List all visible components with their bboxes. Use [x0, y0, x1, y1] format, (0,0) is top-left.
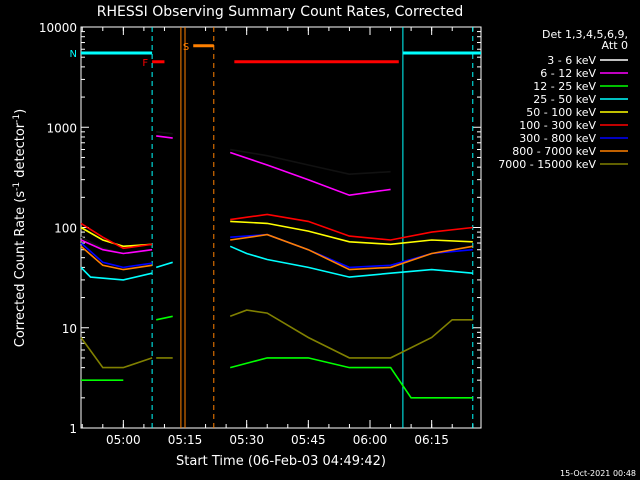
flag-label: S	[183, 42, 189, 53]
chart-title: RHESSI Observing Summary Count Rates, Co…	[97, 4, 463, 20]
legend-entry-label: 7000 - 15000 keV	[498, 158, 596, 171]
legend-entry-label: 6 - 12 keV	[540, 67, 596, 80]
y-axis-label-end: )	[13, 109, 28, 114]
y-tick-label: 1000	[46, 121, 77, 135]
series-line	[80, 337, 153, 369]
series-line	[80, 242, 153, 269]
series-line	[156, 315, 173, 321]
x-tick-label: 05:15	[168, 433, 203, 447]
series-line	[229, 309, 473, 359]
legend-header-line: Att 0	[602, 39, 628, 52]
legend-entry-label: 25 - 50 keV	[533, 93, 596, 106]
legend-entry-label: 50 - 100 keV	[526, 106, 596, 119]
series-line	[155, 261, 173, 269]
x-tick-label: 05:45	[291, 433, 326, 447]
series-line	[230, 148, 391, 176]
footer-date: 15-Oct-2021 00:48	[560, 469, 636, 478]
flag-label: F	[142, 58, 148, 69]
axes-ticks: 1 10 100 1000 10000 05:00 05:15 05:30 05:45 06:00…	[39, 21, 481, 447]
data-series	[80, 131, 473, 399]
x-tick-label: 06:00	[353, 433, 388, 447]
series-line	[80, 245, 153, 271]
x-tick-label: 05:00	[106, 433, 141, 447]
series-line	[156, 131, 173, 135]
series-line	[80, 266, 153, 281]
legend-entry-label: 100 - 300 keV	[519, 119, 596, 132]
legend-entry-label: 12 - 25 keV	[533, 80, 596, 93]
y-axis-label-sup1: -1	[12, 182, 22, 191]
y-tick-label: 100	[54, 222, 77, 236]
y-axis-label-mid: detector	[13, 122, 28, 182]
x-axis-label: Start Time (06-Feb-03 04:49:42)	[176, 454, 386, 469]
legend-entry-label: 800 - 7000 keV	[512, 145, 596, 158]
legend-header-line: Det 1,3,4,5,6,9,	[542, 28, 628, 41]
series-line	[80, 222, 153, 250]
y-axis-label: Corrected Count Rate (s-1 detector-1)	[12, 109, 28, 347]
y-axis-label-main: Corrected Count Rate (s	[13, 191, 28, 348]
series-line	[156, 135, 173, 139]
series-line	[230, 233, 473, 271]
flag-bars: F N S	[70, 42, 481, 69]
flag-label: N	[70, 49, 77, 60]
x-tick-label: 05:30	[229, 433, 264, 447]
y-tick-label: 1	[69, 422, 77, 436]
series-line	[230, 220, 473, 246]
y-tick-label: 10000	[39, 21, 77, 35]
y-axis-label-sup2: -1	[12, 114, 22, 123]
y-tick-label: 10	[62, 322, 77, 336]
legend-entry-label: 300 - 800 keV	[519, 132, 596, 145]
series-line	[230, 213, 473, 241]
series-line	[80, 239, 153, 255]
series-line	[229, 151, 391, 197]
series-line	[229, 245, 473, 278]
series-line	[229, 357, 473, 399]
legend-entry-label: 3 - 6 keV	[547, 54, 596, 67]
x-tick-label: 06:15	[414, 433, 449, 447]
